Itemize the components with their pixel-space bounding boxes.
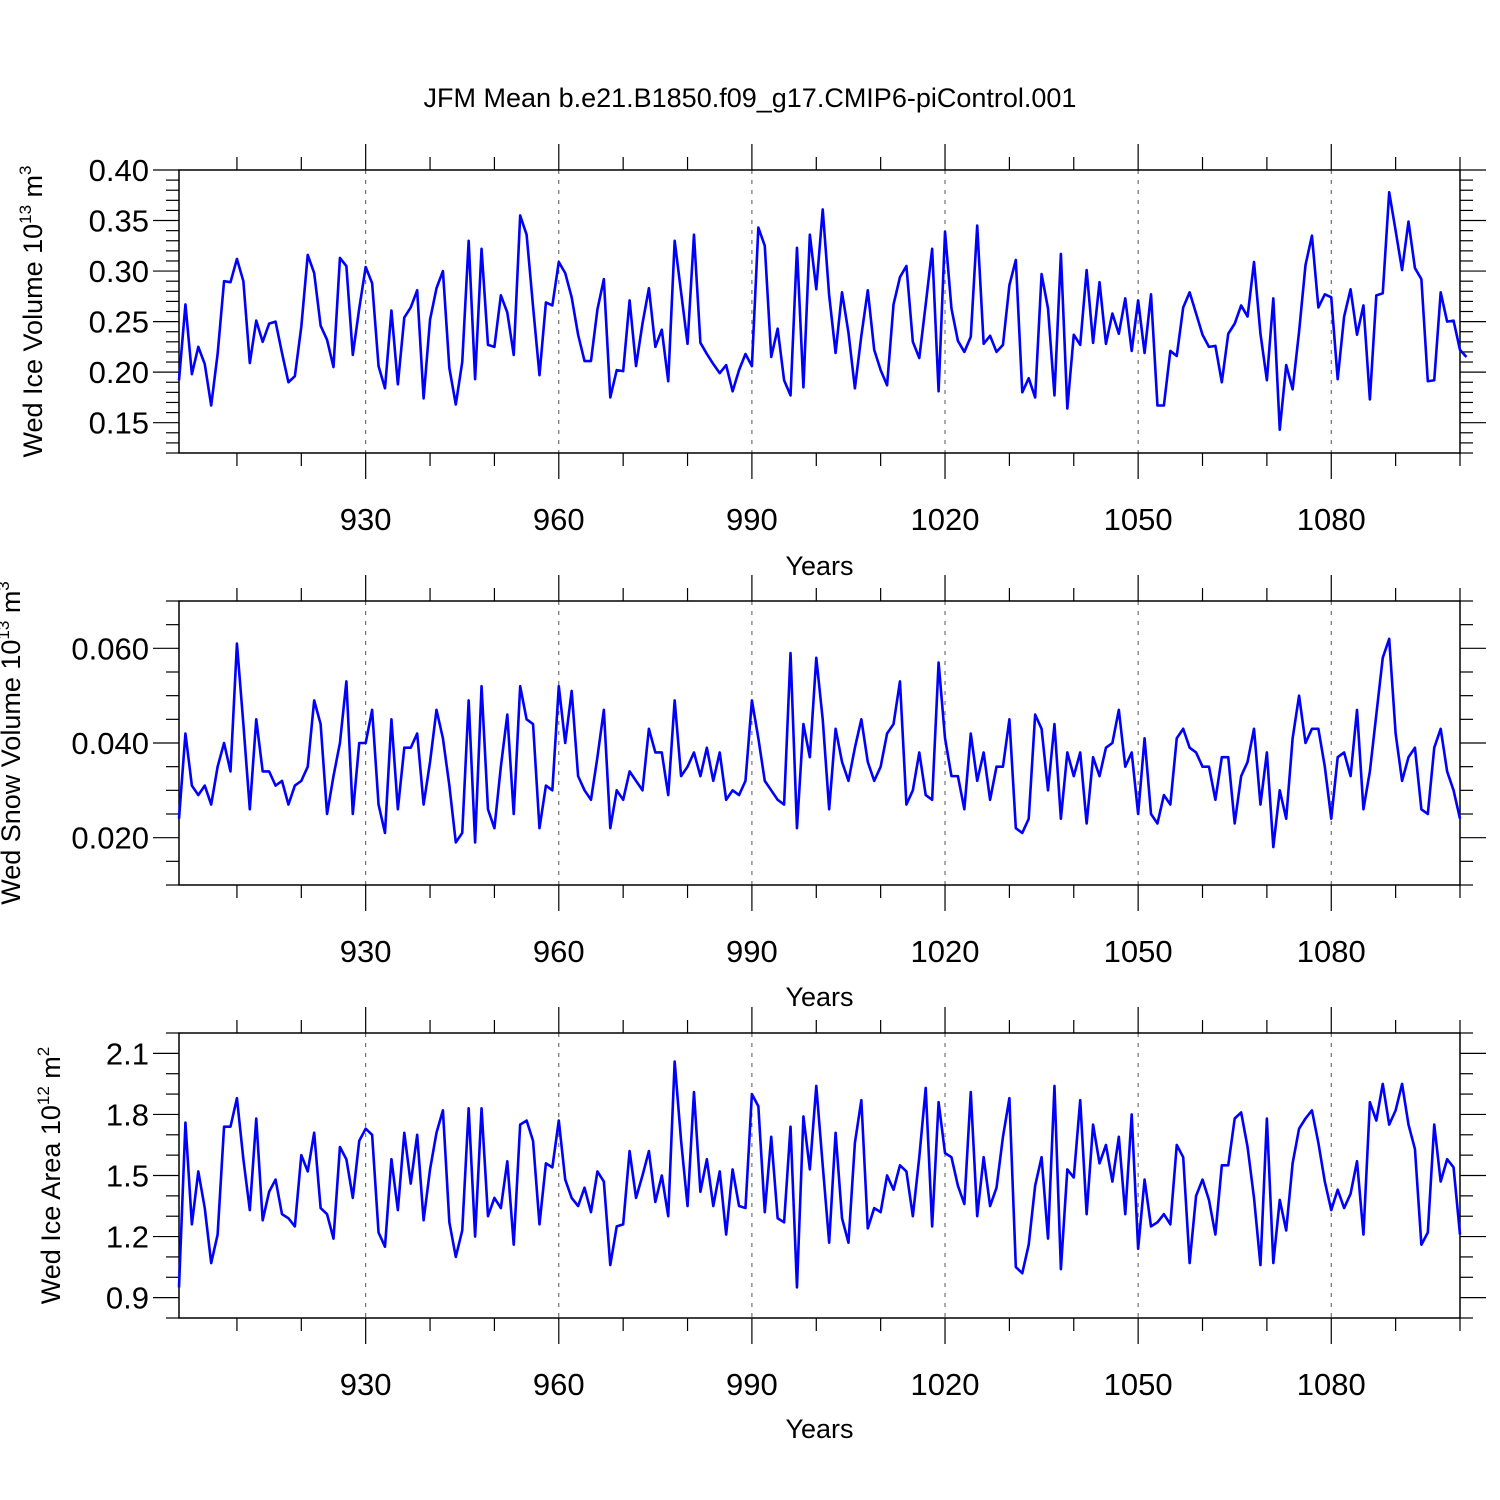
y-axis-label: Wed Snow Volume 1013 m3 bbox=[0, 581, 26, 905]
x-tick-label: 1050 bbox=[1104, 1367, 1173, 1402]
series-line bbox=[177, 1060, 1462, 1289]
y-tick-label: 2.1 bbox=[106, 1036, 149, 1071]
series-line bbox=[177, 190, 1468, 432]
series-line bbox=[177, 637, 1462, 849]
x-tick-label: 1080 bbox=[1297, 1367, 1366, 1402]
panel-ice-volume: 930 960 990 1020 1050 1080 0.15 0.20 0.25 0.30 0.3… bbox=[16, 144, 1486, 581]
y-axis-label: Wed Ice Area 1012 m2 bbox=[34, 1047, 66, 1305]
x-tick-label: 960 bbox=[533, 934, 585, 969]
figure-title: JFM Mean b.e21.B1850.f09_g17.CMIP6-piCon… bbox=[424, 83, 1077, 113]
y-tick-label: 0.25 bbox=[89, 305, 149, 340]
panel-ice-area: 930 960 990 1020 1050 1080 0.9 1.2 1.5 1.8 2.1 Year… bbox=[34, 1007, 1486, 1444]
y-axis-label-superscript: 3 bbox=[16, 165, 35, 174]
y-axis-label: Wed Ice Volume 1013 m3 bbox=[16, 165, 48, 457]
y-tick-label: 0.40 bbox=[89, 153, 149, 188]
x-tick-label: 1020 bbox=[911, 1367, 980, 1402]
x-tick-label: 930 bbox=[340, 502, 392, 537]
x-tick-label: 1050 bbox=[1104, 502, 1173, 537]
panel-snow-volume: 930 960 990 1020 1050 1080 0.020 0.040 0.060 Year… bbox=[0, 575, 1486, 1012]
x-tick-label: 990 bbox=[726, 1367, 778, 1402]
y-axis-label-superscript: 3 bbox=[0, 581, 13, 590]
y-tick-label: 0.30 bbox=[89, 254, 149, 289]
y-tick-label: 0.020 bbox=[71, 821, 149, 856]
y-tick-label: 0.35 bbox=[89, 204, 149, 239]
y-tick-label: 0.20 bbox=[89, 355, 149, 390]
y-tick-label: 0.060 bbox=[71, 631, 149, 666]
x-tick-label: 1020 bbox=[911, 502, 980, 537]
x-tick-label: 960 bbox=[533, 1367, 585, 1402]
y-axis-label-text: Wed Snow Volume 10 bbox=[0, 640, 26, 905]
y-tick-label: 1.5 bbox=[106, 1159, 149, 1194]
y-axis-label-text: Wed Ice Area 10 bbox=[36, 1105, 66, 1304]
y-tick-label: 1.2 bbox=[106, 1220, 149, 1255]
y-tick-label: 1.8 bbox=[106, 1097, 149, 1132]
y-axis-label-text: m bbox=[36, 1056, 66, 1086]
x-tick-label: 990 bbox=[726, 934, 778, 969]
y-axis-label-superscript: 12 bbox=[34, 1086, 53, 1105]
y-axis-label-text: m bbox=[18, 175, 48, 205]
y-axis-label-text: m bbox=[0, 591, 26, 621]
y-tick-label: 0.040 bbox=[71, 726, 149, 761]
y-axis-label-superscript: 2 bbox=[34, 1047, 53, 1056]
x-axis-label: Years bbox=[785, 1414, 853, 1444]
y-axis-label-text: Wed Ice Volume 10 bbox=[18, 224, 48, 458]
x-tick-label: 930 bbox=[340, 934, 392, 969]
y-tick-label: 0.9 bbox=[106, 1281, 149, 1316]
y-axis-label-superscript: 13 bbox=[0, 621, 13, 640]
x-tick-label: 990 bbox=[726, 502, 778, 537]
x-tick-label: 1080 bbox=[1297, 502, 1366, 537]
x-tick-label: 1050 bbox=[1104, 934, 1173, 969]
y-axis-label-superscript: 13 bbox=[16, 205, 35, 224]
plot-frame bbox=[178, 169, 1461, 454]
x-tick-label: 1080 bbox=[1297, 934, 1366, 969]
x-tick-label: 960 bbox=[533, 502, 585, 537]
x-axis-label: Years bbox=[785, 551, 853, 581]
plot-frame bbox=[178, 1032, 1461, 1319]
x-tick-label: 930 bbox=[340, 1367, 392, 1402]
plot-frame bbox=[178, 600, 1461, 886]
x-axis-label: Years bbox=[785, 982, 853, 1012]
x-tick-label: 1020 bbox=[911, 934, 980, 969]
y-tick-label: 0.15 bbox=[89, 406, 149, 441]
